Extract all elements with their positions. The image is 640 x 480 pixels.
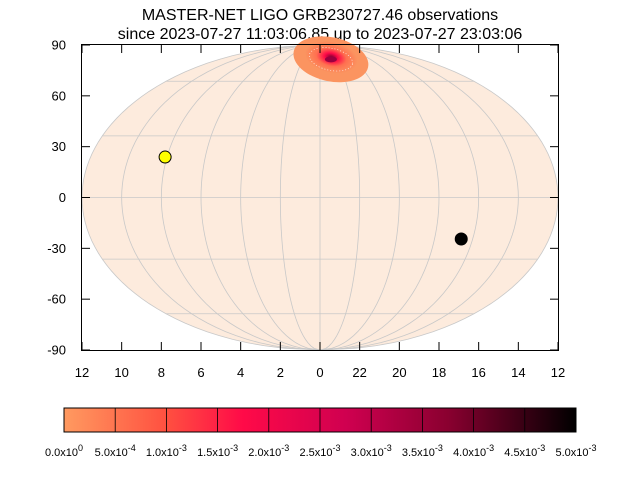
colorbar-tick-label: 4.0x10-3 [453, 443, 494, 459]
colorbar-tick-label: 5.0x10-4 [95, 443, 136, 459]
meridian-line [240, 44, 321, 351]
x-tick-label: 20 [392, 365, 406, 380]
meridian-line [121, 44, 321, 351]
colorbar-tick-label: 1.5x10-3 [197, 443, 238, 459]
y-tick-label: -90 [47, 343, 66, 358]
x-tick-label: 14 [511, 365, 525, 380]
x-tick-label: 16 [471, 365, 485, 380]
meridian-line [319, 44, 400, 351]
x-tick-label: 12 [551, 365, 565, 380]
x-tick-label: 10 [114, 365, 128, 380]
meridian-line [319, 44, 480, 351]
colorbar-tick-label: 1.0x10-3 [146, 443, 187, 459]
chart-title-line-1: MASTER-NET LIGO GRB230727.46 observation… [141, 7, 499, 24]
colorbar-tick-label: 2.5x10-3 [299, 443, 340, 459]
y-tick-label: 90 [52, 38, 66, 53]
y-tick-label: 0 [59, 190, 66, 205]
colorbar-tick-label: 3.5x10-3 [402, 443, 443, 459]
meridian-line [200, 44, 321, 351]
colorbar-tick-label: 5.0x10-3 [555, 443, 596, 459]
y-tick-label: -60 [47, 292, 66, 307]
meridian-line [160, 44, 321, 351]
x-tick-label: 2 [277, 365, 284, 380]
x-tick-label: 8 [158, 365, 165, 380]
meridian-line [279, 44, 321, 351]
x-tick-label: 18 [432, 365, 446, 380]
x-tick-label: 4 [237, 365, 244, 380]
probability-contour [308, 47, 353, 72]
plot-frame [81, 44, 559, 351]
y-tick-label: 60 [52, 88, 66, 103]
sun-marker [158, 150, 172, 164]
x-tick-label: 6 [197, 365, 204, 380]
colorbar-tick-label: 2.0x10-3 [248, 443, 289, 459]
y-tick-label: -30 [47, 241, 66, 256]
meridian-line [319, 44, 440, 351]
probability-peak [324, 56, 337, 63]
y-tick-label: 30 [52, 139, 66, 154]
moon-marker [454, 232, 468, 246]
colorbar-tick-label: 0.0x100 [45, 443, 83, 459]
colorbar-tick-label: 4.5x10-3 [504, 443, 545, 459]
x-tick-label: 22 [352, 365, 366, 380]
x-tick-label: 12 [75, 365, 89, 380]
meridian-line [319, 44, 519, 351]
colorbar-tick-label: 3.0x10-3 [351, 443, 392, 459]
x-tick-label: 0 [316, 365, 323, 380]
chart-title-line-2: since 2023-07-27 11:03:06.85 up to 2023-… [117, 26, 523, 43]
